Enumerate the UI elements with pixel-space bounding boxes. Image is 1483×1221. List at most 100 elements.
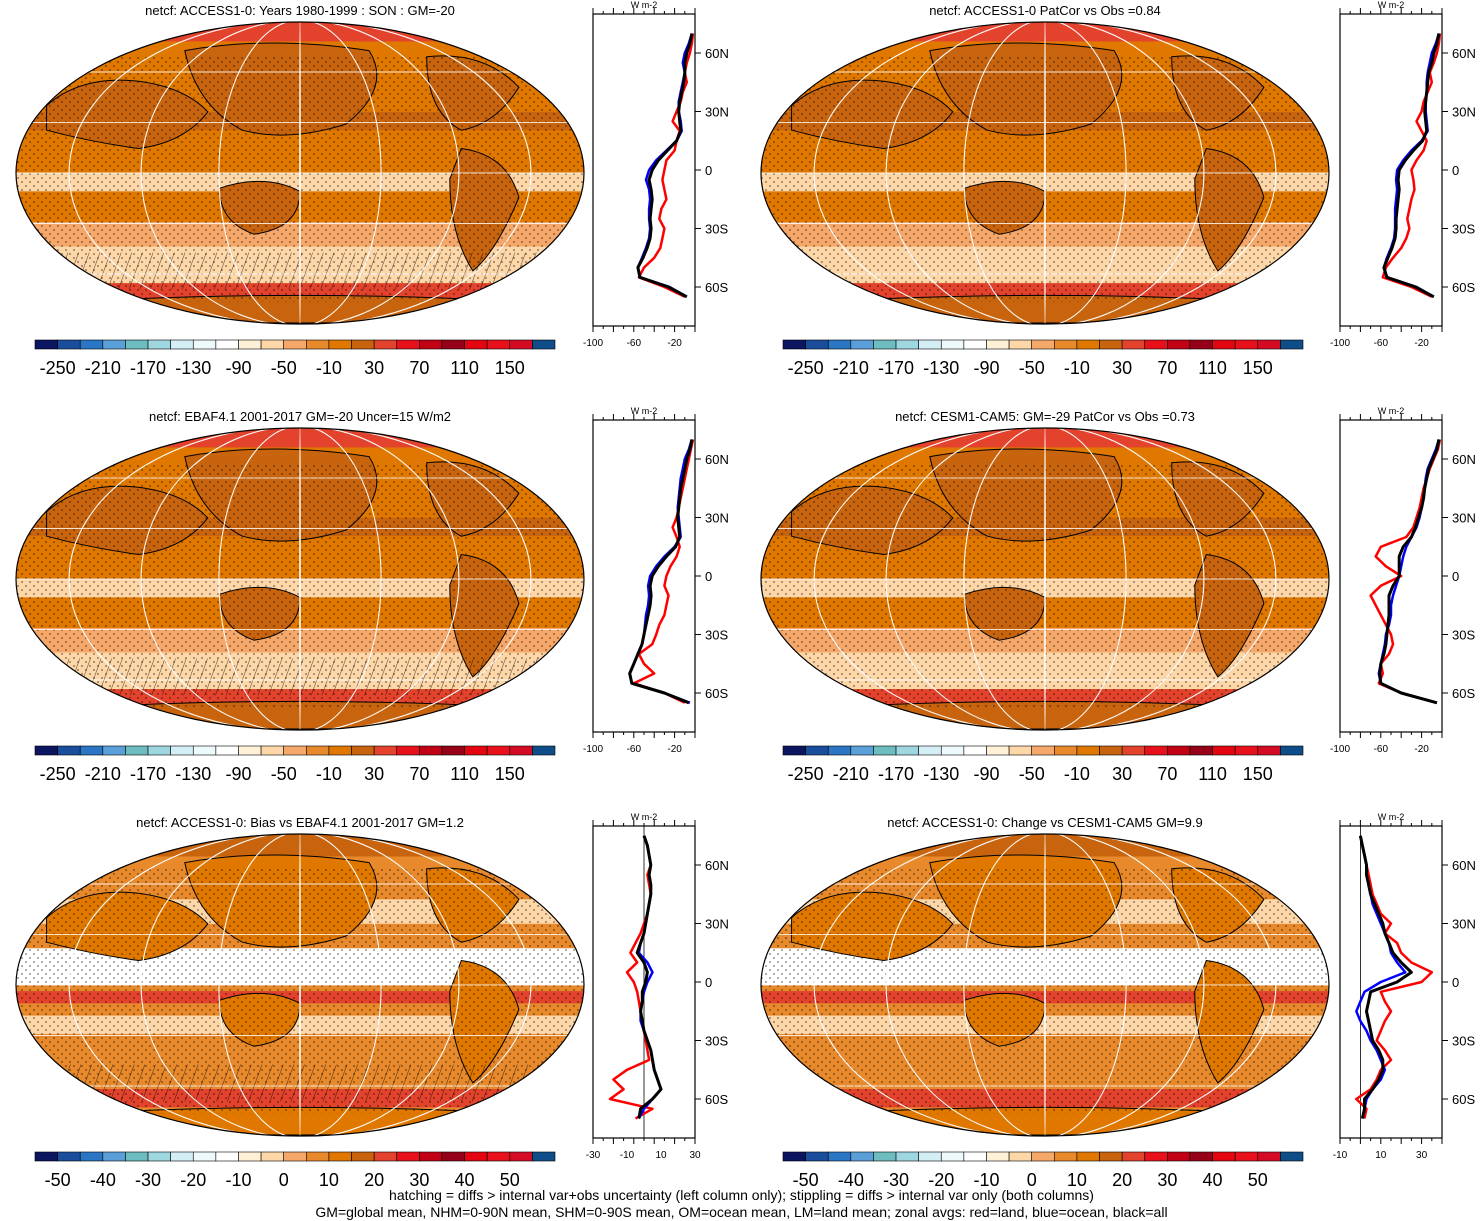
colorbar-tick-label: -50 <box>1019 358 1045 378</box>
meridian <box>140 22 460 324</box>
zonal-y-tick-label: 30S <box>1452 628 1475 643</box>
zonal-frame <box>592 419 696 733</box>
colorbar-swatch <box>373 339 398 350</box>
colorbar-swatch <box>260 745 284 756</box>
meridian <box>218 428 382 730</box>
colorbar-tick-label: 150 <box>1243 764 1273 784</box>
zonal-plot: W m-2 -10 10 30 60N 30N 0 30S 60S <box>1333 812 1476 1161</box>
colorbar-tick-label: -250 <box>788 764 824 784</box>
colorbar-swatch <box>1121 745 1146 756</box>
colorbar-swatch <box>419 1151 443 1162</box>
colorbar-swatch <box>260 339 284 350</box>
zonal-line-ocean <box>1377 439 1441 705</box>
zonal-y-tick-label: 0 <box>1452 569 1459 584</box>
colorbar-tick-label: 110 <box>1198 764 1227 784</box>
zonal-line-all <box>628 439 694 705</box>
meridian <box>140 834 460 1136</box>
colorbar-tick-label: -50 <box>271 764 297 784</box>
colorbar-tick-label: 150 <box>495 358 525 378</box>
colorbar-tick-label: -30 <box>135 1170 161 1190</box>
colorbar-swatch <box>238 339 262 350</box>
zonal-y-tick-label: 0 <box>1452 163 1459 178</box>
colorbar-tick-label: 30 <box>364 358 384 378</box>
zonal-x-tick-label: -60 <box>1374 744 1389 755</box>
colorbar-swatch <box>532 745 556 756</box>
colorbar-swatch <box>419 745 443 756</box>
zonal-y-tick-label: 0 <box>705 163 712 178</box>
map-border <box>760 833 1330 1137</box>
colorbar-tick-label: 70 <box>409 764 429 784</box>
colorbar-tick-label: 40 <box>455 1170 475 1190</box>
zonal-x-tick-label: 30 <box>1416 1150 1428 1161</box>
panel-1: netcf: ACCESS1-0 PatCor vs Obs =0.84 -250… <box>760 0 1476 378</box>
colorbar-swatch <box>918 1151 942 1162</box>
colorbar-swatch <box>1099 1151 1123 1162</box>
zonal-x-tick-label: -10 <box>620 1150 635 1161</box>
meridian <box>1044 22 1046 324</box>
colorbar-swatch <box>306 339 330 350</box>
colorbar-swatch <box>1054 339 1078 350</box>
map-field <box>761 22 1329 324</box>
colorbar-swatch <box>873 339 897 350</box>
colorbar-swatch <box>1054 745 1078 756</box>
panel-title: netcf: ACCESS1-0: Bias vs EBAF4.1 2001-2… <box>136 815 464 830</box>
colorbar-swatch <box>351 339 375 350</box>
colorbar-swatch <box>940 745 965 756</box>
colorbar-swatch <box>1144 1151 1168 1162</box>
colorbar-tick-label: 110 <box>450 764 479 784</box>
colorbar-swatch <box>782 745 806 756</box>
colorbar-tick-label: 20 <box>364 1170 384 1190</box>
colorbar-swatch <box>1121 339 1146 350</box>
zonal-x-tick-label: -20 <box>667 338 682 349</box>
colorbar-swatch <box>419 339 443 350</box>
colorbar-tick-label: -250 <box>788 358 824 378</box>
zonal-y-tick-label: 60S <box>1452 686 1475 701</box>
zonal-unit-label: W m-2 <box>631 0 658 10</box>
colorbar-swatch <box>57 745 81 756</box>
colorbar-tick-label: 50 <box>1248 1170 1268 1190</box>
colorbar-tick-label: -90 <box>973 764 999 784</box>
colorbar-swatch <box>102 745 126 756</box>
zonal-line-all <box>636 33 694 299</box>
colorbar-swatch <box>125 339 149 350</box>
colorbar-swatch <box>464 1151 488 1162</box>
colorbar-swatch <box>782 339 806 350</box>
colorbar-tick-label: 150 <box>495 764 525 784</box>
zonal-frame <box>1339 419 1443 733</box>
meridian <box>963 834 1127 1136</box>
colorbar: -50 -40 -30 -20 -10 0 10 20 30 40 50 <box>34 1151 556 1190</box>
colorbar-swatch <box>1008 339 1032 350</box>
zonal-y-tick-label: 0 <box>705 975 712 990</box>
colorbar-swatch <box>396 1151 420 1162</box>
colorbar-swatch <box>441 339 465 350</box>
zonal-y-tick-label: 60N <box>1452 452 1476 467</box>
zonal-y-tick-label: 30S <box>705 1034 728 1049</box>
colorbar-swatch <box>1189 745 1213 756</box>
footer-line-2: GM=global mean, NHM=0-90N mean, SHM=0-90… <box>315 1204 1168 1220</box>
colorbar-swatch <box>1234 339 1259 350</box>
zonal-y-tick-label: 60N <box>705 452 729 467</box>
colorbar-tick-label: -130 <box>175 358 211 378</box>
colorbar-swatch <box>1280 1151 1304 1162</box>
colorbar-swatch <box>57 1151 81 1162</box>
zonal-x-tick-label: 10 <box>655 1150 667 1161</box>
panel-2: netcf: EBAF4.1 2001-2017 GM=-20 Uncer=15… <box>15 406 729 784</box>
colorbar-tick-label: -250 <box>40 764 76 784</box>
colorbar-swatch <box>1280 339 1304 350</box>
colorbar-tick-label: 50 <box>500 1170 520 1190</box>
colorbar-swatch <box>1031 339 1055 350</box>
colorbar-swatch <box>1234 745 1259 756</box>
colorbar-swatch <box>1076 745 1100 756</box>
meridian <box>885 22 1205 324</box>
colorbar-swatch <box>34 1151 58 1162</box>
zonal-y-tick-label: 30N <box>1452 511 1476 526</box>
zonal-line-land <box>1355 835 1434 1119</box>
panel-title: netcf: ACCESS1-0: Years 1980-1999 : SON … <box>145 3 455 18</box>
meridian <box>299 834 301 1136</box>
colorbar-swatch <box>147 339 171 350</box>
map-field <box>16 22 584 324</box>
colorbar-swatch <box>1099 745 1123 756</box>
meridian <box>140 428 460 730</box>
zonal-plot: W m-2 -100 -60 -20 60N 30N 0 30S 60S <box>1330 0 1476 349</box>
colorbar-tick-label: -210 <box>833 358 869 378</box>
